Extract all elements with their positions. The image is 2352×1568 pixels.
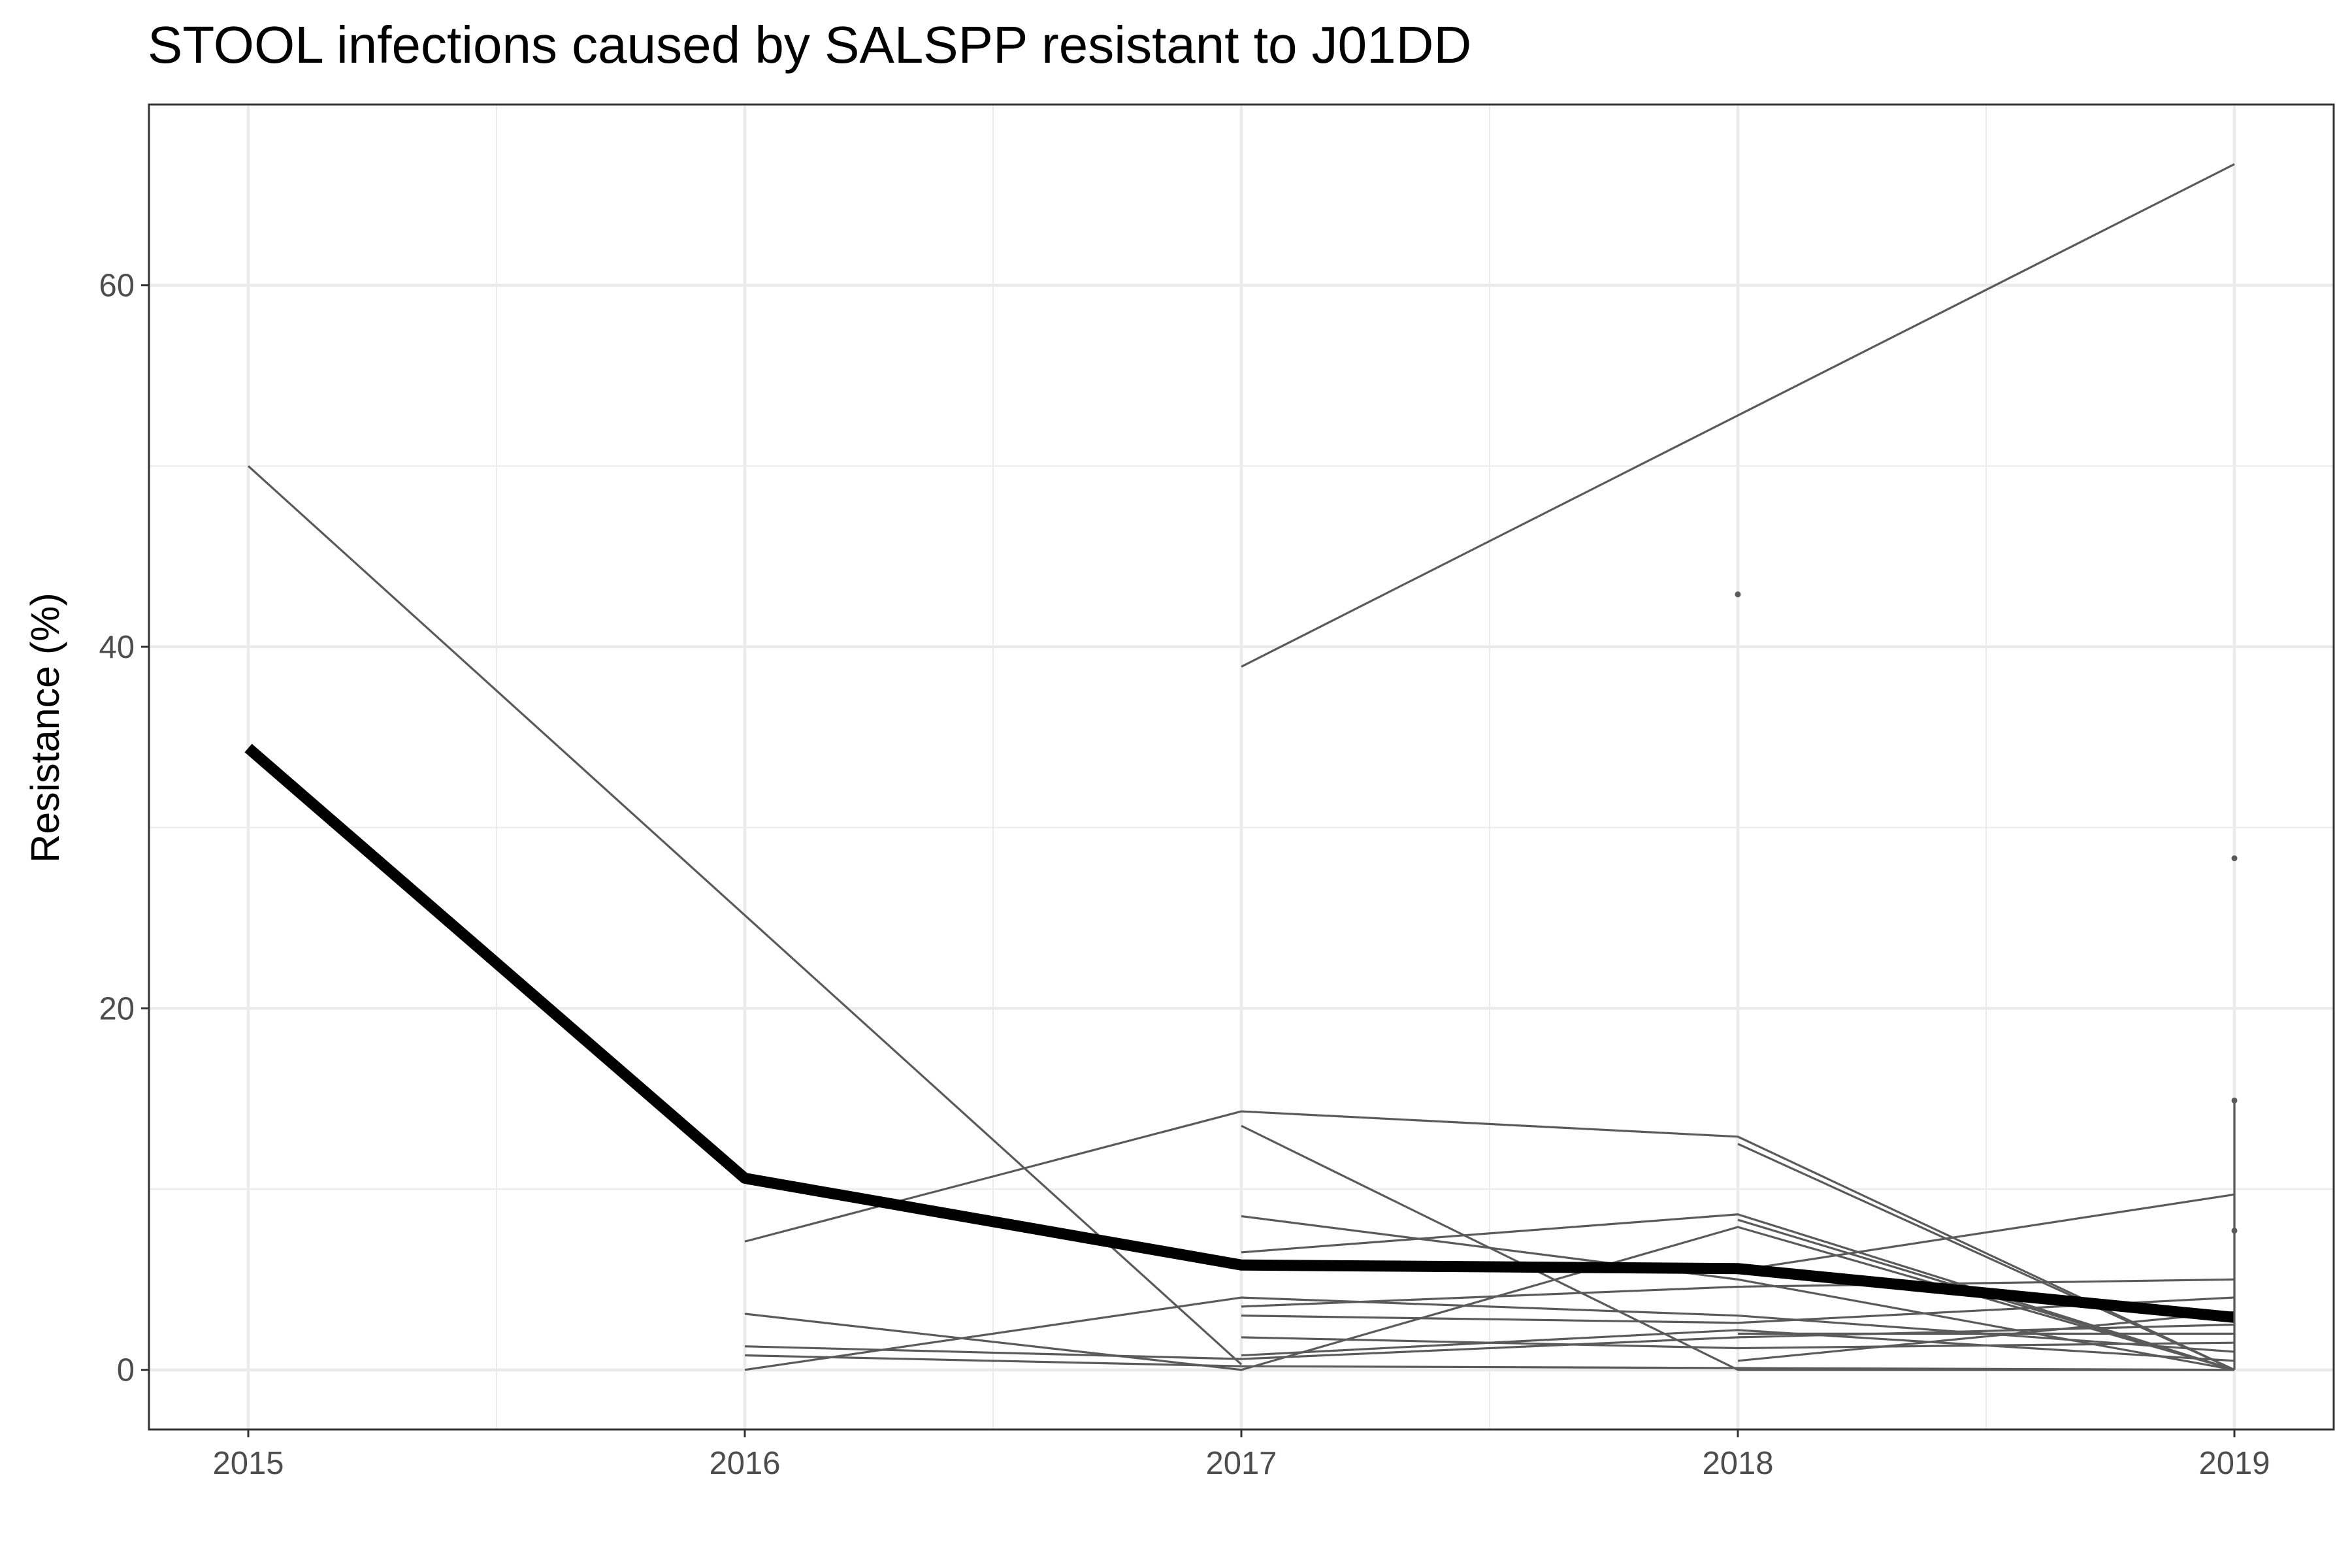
y-tick-label: 20 — [99, 991, 135, 1026]
x-tick-label: 2015 — [212, 1446, 284, 1481]
x-tick-label: 2016 — [709, 1446, 780, 1481]
series-line — [744, 1110, 2235, 1371]
data-point — [1735, 591, 1741, 598]
chart-title: STOOL infections caused by SALSPP resist… — [148, 16, 1471, 74]
series-line — [1241, 1278, 2235, 1308]
data-point — [2231, 1228, 2238, 1234]
series-line — [1241, 1329, 2235, 1362]
y-tick-label: 0 — [117, 1353, 135, 1388]
data-point — [2231, 855, 2238, 862]
x-tick-label: 2017 — [1205, 1446, 1277, 1481]
series-line — [1241, 1215, 2235, 1371]
points-layer — [1735, 591, 2238, 1370]
grid-layer — [149, 105, 2334, 1429]
series-line — [1241, 1336, 2235, 1350]
y-axis-label: Resistance (%) — [23, 593, 67, 863]
y-tick-label: 60 — [99, 269, 135, 304]
series-line — [744, 1323, 2235, 1360]
x-tick-label: 2019 — [2198, 1446, 2270, 1481]
series-line — [1737, 1143, 2235, 1371]
series-line — [1241, 1213, 2235, 1371]
x-tick-label: 2018 — [1702, 1446, 1773, 1481]
series-line — [247, 465, 1243, 1365]
data-point — [2231, 1097, 2238, 1103]
thick-series-layer — [244, 743, 2235, 1323]
axis-ticks-layer: 2015 2016 2017 2018 2019 0 20 40 60 — [99, 269, 2270, 1481]
thick-series-line — [244, 743, 2235, 1323]
series-line — [1737, 1193, 2235, 1272]
series-line — [1241, 163, 2235, 668]
series-line — [1737, 1311, 2235, 1362]
y-tick-label: 40 — [99, 630, 135, 665]
